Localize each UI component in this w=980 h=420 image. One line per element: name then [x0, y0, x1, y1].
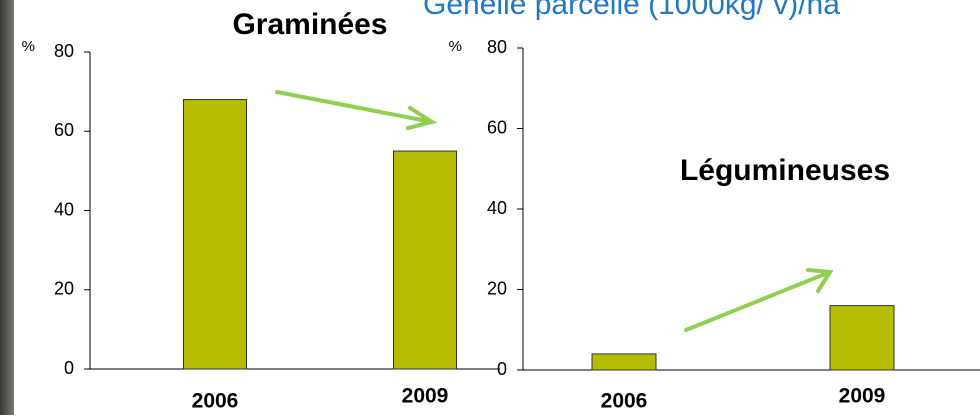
bar	[393, 150, 457, 370]
y-tick-label: 80	[54, 41, 74, 61]
arrow	[275, 90, 438, 130]
chart-title: Graminées	[232, 8, 387, 41]
y-tick-label: 80	[487, 37, 507, 57]
chart-title: Légumineuses	[680, 154, 890, 187]
bar	[829, 305, 895, 371]
y-tick-label: 60	[487, 117, 507, 137]
x-tick-label: 2006	[601, 390, 648, 413]
x-tick-label: 2006	[192, 390, 239, 413]
y-tick-label: 0	[497, 359, 507, 379]
x-tick-label: 2009	[839, 385, 886, 408]
y-tick-label: 0	[64, 358, 74, 378]
y-tick-label: 60	[54, 120, 74, 140]
background-photo-edge	[0, 0, 14, 415]
header-text: Genelle parcelle (1000kg/ v)/ha	[423, 0, 840, 21]
arrow	[684, 268, 834, 332]
y-tick-label: 20	[54, 279, 74, 299]
y-tick-label: 40	[487, 198, 507, 218]
bar	[591, 353, 657, 371]
y-tick-label: 20	[487, 278, 507, 298]
x-tick-label: 2009	[402, 385, 449, 408]
bar	[183, 99, 247, 370]
y-tick-label: 40	[54, 199, 74, 219]
y-unit: %	[22, 38, 35, 55]
y-unit: %	[449, 38, 462, 55]
